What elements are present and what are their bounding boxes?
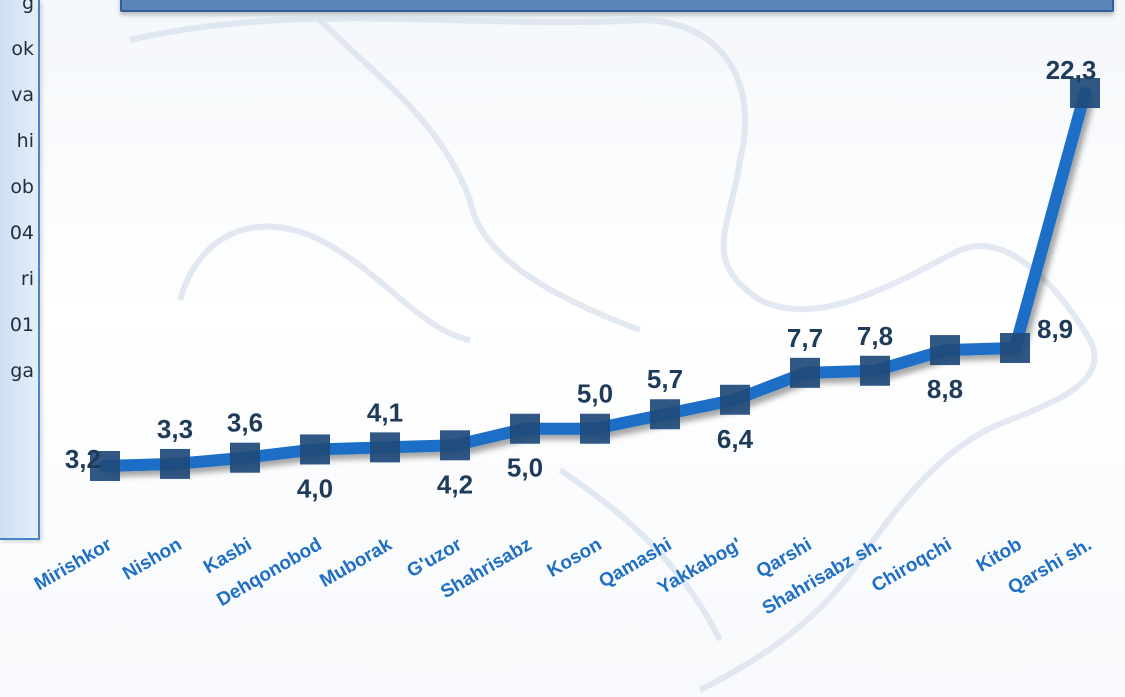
side-text-panel: g ok va hi ob 04 ri 01 ga xyxy=(0,0,40,540)
data-point-marker xyxy=(650,399,680,430)
data-point-marker xyxy=(370,432,400,463)
data-point-marker xyxy=(300,434,330,465)
data-label: 8,9 xyxy=(1037,314,1073,344)
data-label-layer: 3,2 3,3 3,6 4,0 4,1 4,2 5,0 5,0 5,7 6,4 7,7 7,8 8,8 8… xyxy=(65,55,1096,503)
side-text-fragment: ri xyxy=(20,268,34,290)
map-watermark xyxy=(129,15,1098,693)
series-layer xyxy=(90,78,1100,481)
data-label: 6,4 xyxy=(717,424,754,454)
x-tick-label: Chiroqchi xyxy=(868,534,955,597)
side-text-fragment: 01 xyxy=(9,314,34,336)
data-point-marker xyxy=(790,357,820,388)
data-point-marker xyxy=(1000,333,1030,363)
data-label: 5,0 xyxy=(577,379,613,409)
data-point-marker xyxy=(720,384,750,415)
data-label: 3,2 xyxy=(65,444,101,474)
data-point-marker xyxy=(1070,78,1100,108)
side-text-fragment: 04 xyxy=(9,222,34,244)
x-tick-label: Kitob xyxy=(973,534,1026,576)
data-label: 22,3 xyxy=(1046,55,1097,85)
data-label: 4,0 xyxy=(297,473,333,503)
side-text-fragment: ob xyxy=(10,176,34,198)
data-label: 5,0 xyxy=(507,453,543,483)
data-label: 4,1 xyxy=(367,397,403,427)
title-banner xyxy=(120,0,1114,12)
data-label: 3,3 xyxy=(157,414,193,444)
side-text-fragment: ok xyxy=(11,38,34,60)
data-point-marker xyxy=(510,413,540,444)
side-text-fragment: g xyxy=(21,0,34,14)
data-label: 4,2 xyxy=(437,469,473,499)
x-tick-label: Kasbi xyxy=(200,534,255,578)
side-text-fragment: ga xyxy=(10,360,34,382)
x-tick-label: Nishon xyxy=(119,534,185,584)
data-point-marker xyxy=(160,448,190,479)
data-point-marker xyxy=(440,430,470,461)
data-label: 7,7 xyxy=(787,323,823,353)
data-label: 8,8 xyxy=(927,374,963,404)
data-point-marker xyxy=(580,413,610,444)
x-tick-label: Mirishkor xyxy=(31,534,116,595)
side-text-fragment: hi xyxy=(16,130,34,152)
data-point-marker xyxy=(90,451,120,481)
data-point-marker xyxy=(930,335,960,366)
data-label: 5,7 xyxy=(647,364,683,394)
data-label: 7,8 xyxy=(857,321,893,351)
x-tick-label: Muborak xyxy=(316,534,395,592)
data-point-marker xyxy=(230,442,260,473)
side-text-fragment: va xyxy=(11,84,34,106)
data-point-marker xyxy=(860,355,890,386)
data-label: 3,6 xyxy=(227,408,263,438)
